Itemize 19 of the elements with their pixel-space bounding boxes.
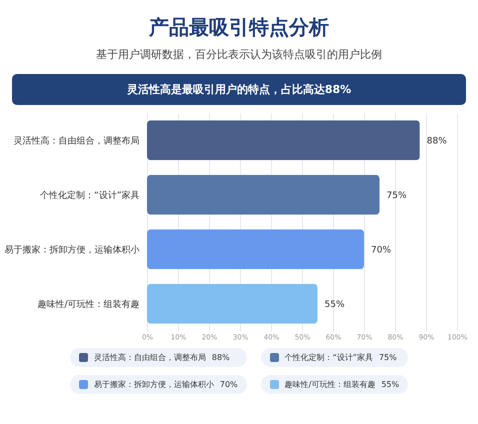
data-label: 70% — [371, 245, 392, 256]
data-label: 75% — [386, 190, 407, 201]
text: 88% — [212, 353, 230, 362]
y-tick-label: 趣味性/可玩性：组装有趣 — [37, 298, 140, 310]
text: 灵活性高是最吸引用户的特点，占比高达88% — [12, 74, 466, 105]
text: 70% — [220, 380, 238, 389]
category-label: 个性化定制：“设计”家具 — [284, 353, 373, 362]
data-label: 55% — [324, 300, 345, 310]
text: 75% — [378, 353, 397, 362]
chart-subtitle: 基于用户调研数据，百分比表示认为该特点吸引的用户比例 — [95, 47, 383, 62]
y-tick-label: 灵活性高：自由组合，调整布局 — [14, 135, 140, 146]
category-label: 趣味性/可玩性：组装有趣 — [284, 380, 376, 389]
category-label: 灵活性高：自由组合，调整布局 — [94, 353, 206, 362]
text: 55% — [381, 380, 400, 389]
data-label: 88% — [426, 136, 448, 146]
y-tick-label: 易于搬家：拆卸方便，运输体积小 — [4, 244, 140, 256]
chart-title: 产品最吸引特点分析 — [148, 14, 330, 41]
category-label: 易于搬家：拆卸方便，运输体积小 — [94, 380, 214, 389]
y-tick-label: 个性化定制：“设计”家具 — [40, 190, 140, 201]
